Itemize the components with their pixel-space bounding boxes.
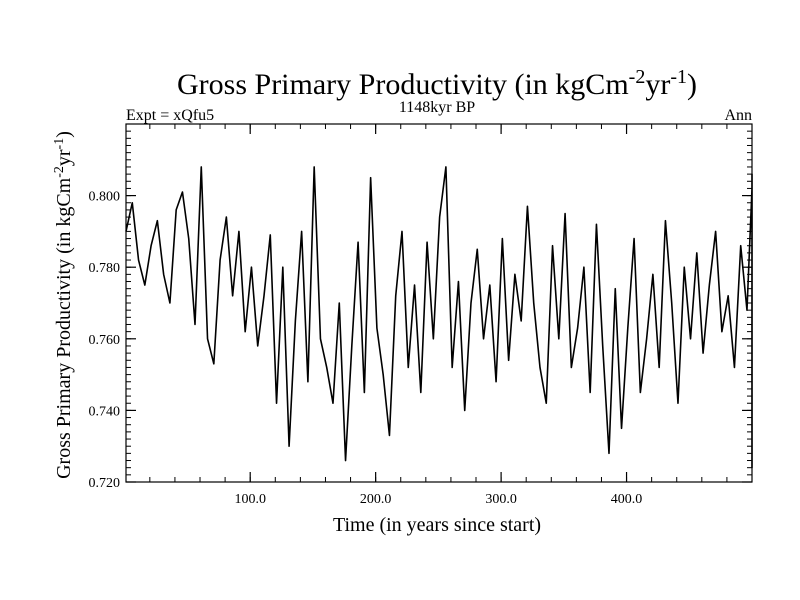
y-tick-label: 0.800 <box>89 190 121 205</box>
season-label: Ann <box>724 107 752 124</box>
x-tick-label: 400.0 <box>611 492 643 507</box>
chart-title-main: Gross Primary Productivity (in kgCm <box>177 68 629 101</box>
x-axis-label: Time (in years since start) <box>333 514 541 536</box>
y-axis-label-sup1: -2 <box>52 166 67 178</box>
y-axis-label-end: ) <box>53 131 75 138</box>
chart-title-mid: yr <box>645 68 670 101</box>
plot-area <box>125 123 753 483</box>
experiment-label: Expt = xQfu5 <box>126 107 214 124</box>
y-tick-label: 0.760 <box>89 333 121 348</box>
y-tick-labels: 0.720 0.740 0.760 0.780 0.800 <box>89 190 121 491</box>
y-tick-label: 0.740 <box>89 404 121 419</box>
x-tick-labels: 100.0 200.0 300.0 400.0 <box>234 492 642 507</box>
plot-frame <box>125 123 753 483</box>
series-line-ann <box>125 166 753 469</box>
x-tick-label: 200.0 <box>360 492 392 507</box>
period-label: 1148kyr BP <box>399 99 475 116</box>
major-ticks <box>126 124 752 483</box>
y-axis-label-mid: yr <box>53 149 75 166</box>
y-tick-label: 0.780 <box>89 261 121 276</box>
y-axis-label-sup2: -1 <box>52 138 67 150</box>
minor-ticks <box>126 123 753 483</box>
chart-title: Gross Primary Productivity (in kgCm-2yr-… <box>177 66 697 101</box>
chart-title-sup1: -2 <box>629 66 646 88</box>
x-tick-label: 100.0 <box>234 492 266 507</box>
y-axis-label-main: Gross Primary Productivity (in kgCm <box>53 177 75 479</box>
y-axis-label: Gross Primary Productivity (in kgCm-2yr-… <box>52 131 76 479</box>
y-tick-label: 0.720 <box>89 476 121 491</box>
x-tick-label: 300.0 <box>485 492 517 507</box>
chart-title-end: ) <box>687 68 697 101</box>
chart-title-sup2: -1 <box>670 66 687 88</box>
